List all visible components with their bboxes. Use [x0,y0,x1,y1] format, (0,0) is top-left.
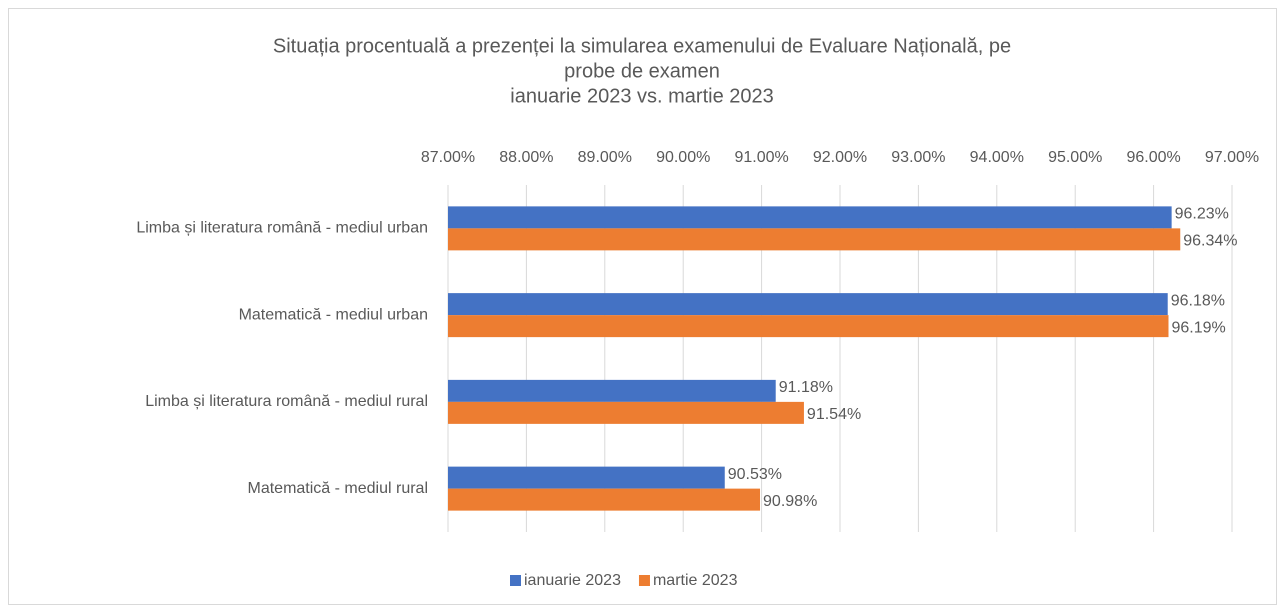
bar [448,315,1169,338]
bar [448,401,804,424]
bar [448,206,1172,229]
data-label: 96.18% [1171,292,1225,309]
data-label: 90.98% [763,493,817,510]
legend-swatch [638,575,650,586]
bar [448,228,1181,251]
bar [448,488,761,511]
x-tick-label: 96.00% [1126,149,1180,166]
x-tick-label: 92.00% [813,149,867,166]
data-label: 91.18% [779,379,833,396]
data-label: 91.54% [807,406,861,423]
x-tick-label: 89.00% [578,149,632,166]
x-tick-label: 97.00% [1205,149,1259,166]
bar [448,466,725,489]
bar [448,293,1168,316]
x-tick-label: 94.00% [970,149,1024,166]
chart-title: probe de examen [564,60,720,82]
y-tick-label: Limba și literatura română - mediul urba… [136,220,428,237]
x-tick-label: 91.00% [734,149,788,166]
data-label: 96.34% [1183,233,1237,250]
data-label: 96.23% [1175,206,1229,223]
legend-swatch [510,575,521,586]
x-tick-label: 95.00% [1048,149,1102,166]
legend-label: ianuarie 2023 [524,572,621,589]
bar [448,379,776,402]
y-tick-label: Matematică - mediul rural [248,480,429,497]
y-tick-label: Matematică - mediul urban [239,306,428,323]
data-label: 90.53% [728,466,782,483]
x-tick-label: 93.00% [891,149,945,166]
x-tick-label: 90.00% [656,149,710,166]
chart-title: ianuarie 2023 vs. martie 2023 [510,85,774,107]
legend-label: martie 2023 [653,572,738,589]
chart-title: Situația procentuală a prezenței la simu… [273,35,1011,57]
data-label: 96.19% [1171,319,1225,336]
x-tick-label: 87.00% [421,149,475,166]
x-tick-label: 88.00% [499,149,553,166]
y-tick-label: Limba și literatura română - mediul rura… [145,393,428,410]
